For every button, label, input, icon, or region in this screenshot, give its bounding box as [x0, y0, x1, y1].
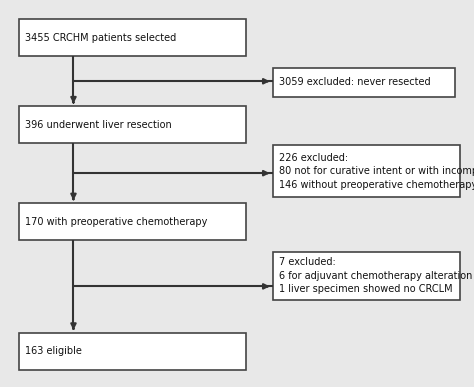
FancyBboxPatch shape [19, 333, 246, 370]
Text: 3059 excluded: never resected: 3059 excluded: never resected [279, 77, 430, 87]
Text: 396 underwent liver resection: 396 underwent liver resection [25, 120, 172, 130]
FancyBboxPatch shape [273, 68, 455, 97]
FancyBboxPatch shape [19, 19, 246, 56]
Text: 163 eligible: 163 eligible [25, 346, 82, 356]
FancyBboxPatch shape [273, 145, 460, 197]
Text: 3455 CRCHM patients selected: 3455 CRCHM patients selected [25, 33, 176, 43]
FancyBboxPatch shape [19, 203, 246, 240]
Text: 7 excluded:
6 for adjuvant chemotherapy alteration
1 liver specimen showed no CR: 7 excluded: 6 for adjuvant chemotherapy … [279, 257, 472, 295]
FancyBboxPatch shape [19, 106, 246, 143]
FancyBboxPatch shape [273, 252, 460, 300]
Text: 226 excluded:
80 not for curative intent or with incomplete resection
146 withou: 226 excluded: 80 not for curative intent… [279, 152, 474, 190]
Text: 170 with preoperative chemotherapy: 170 with preoperative chemotherapy [25, 217, 208, 226]
